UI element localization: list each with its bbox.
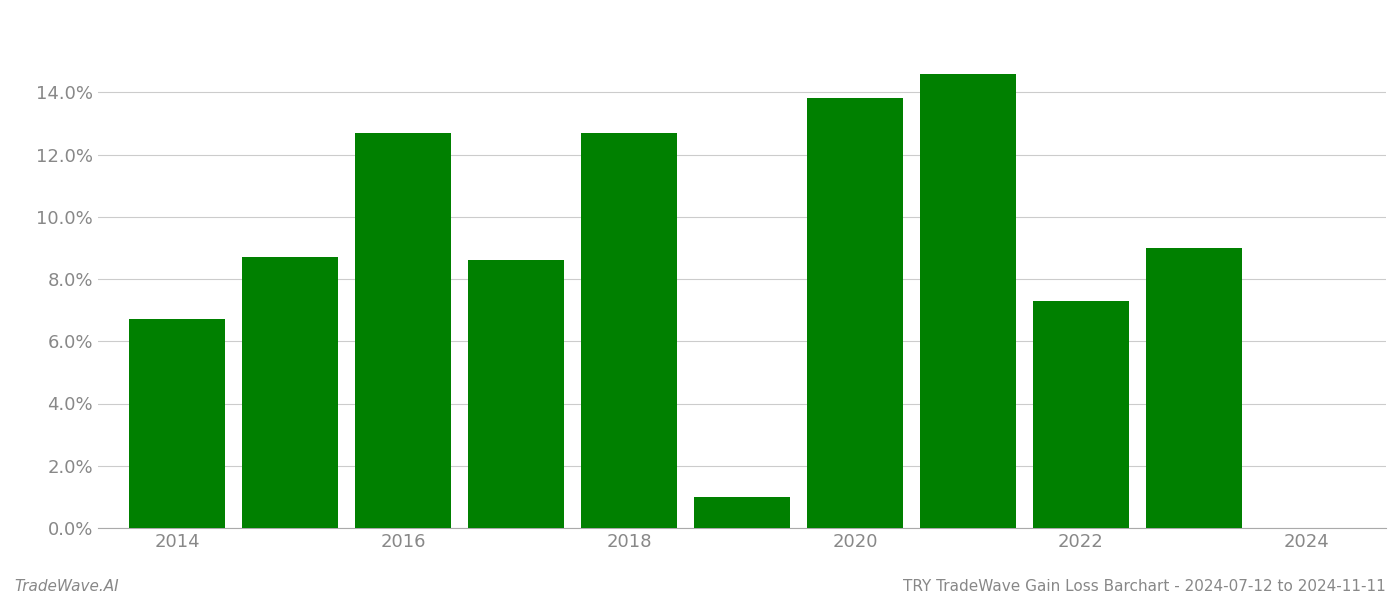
Text: TradeWave.AI: TradeWave.AI	[14, 579, 119, 594]
Bar	[581, 133, 678, 528]
Bar	[468, 260, 564, 528]
Bar	[356, 133, 451, 528]
Bar	[694, 497, 790, 528]
Bar	[242, 257, 337, 528]
Bar	[1033, 301, 1128, 528]
Text: TRY TradeWave Gain Loss Barchart - 2024-07-12 to 2024-11-11: TRY TradeWave Gain Loss Barchart - 2024-…	[903, 579, 1386, 594]
Bar	[806, 98, 903, 528]
Bar	[1147, 248, 1242, 528]
Bar	[129, 319, 225, 528]
Bar	[920, 74, 1016, 528]
